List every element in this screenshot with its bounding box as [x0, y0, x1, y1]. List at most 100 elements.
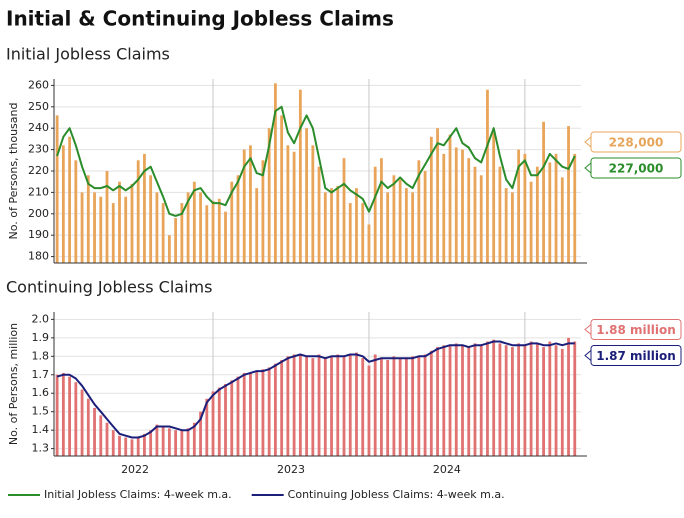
bar — [355, 188, 358, 263]
bar — [342, 158, 346, 263]
bar — [548, 341, 552, 456]
bar — [274, 83, 277, 263]
bar — [261, 160, 265, 263]
bar — [492, 132, 496, 263]
chart-title: Initial & Continuing Jobless Claims — [6, 7, 394, 31]
end-label-pointer — [584, 350, 592, 361]
bar — [467, 347, 471, 456]
end-label-pointer — [584, 324, 592, 335]
bar — [224, 384, 227, 456]
line — [56, 340, 575, 439]
bar — [492, 339, 496, 456]
bar — [392, 175, 396, 263]
bar — [436, 128, 439, 263]
bar — [136, 160, 140, 263]
bar — [280, 115, 284, 263]
bar — [473, 166, 477, 263]
bar — [380, 358, 383, 456]
bar — [86, 398, 90, 456]
bar — [323, 358, 327, 456]
bar — [311, 358, 315, 456]
bar — [361, 203, 365, 263]
bar — [404, 188, 408, 263]
bar — [167, 428, 171, 456]
bar — [454, 147, 458, 263]
bar — [124, 196, 128, 263]
bar — [317, 354, 321, 456]
subtitle: Initial Jobless Claims — [6, 45, 170, 64]
bar — [155, 192, 159, 263]
bar — [417, 160, 421, 263]
bar — [461, 149, 464, 263]
bar — [118, 435, 121, 456]
bar — [398, 179, 402, 263]
bar — [535, 166, 539, 263]
bar — [68, 136, 71, 263]
bar — [192, 422, 196, 456]
bar — [236, 376, 240, 456]
bar — [504, 345, 508, 456]
bar — [80, 192, 84, 263]
y-tick-label: 240 — [28, 121, 49, 134]
end-label-pointer — [584, 136, 592, 148]
line — [56, 105, 576, 217]
bar — [55, 115, 59, 263]
bar — [205, 205, 209, 263]
bar — [367, 365, 371, 456]
bar — [454, 343, 458, 456]
bar — [292, 151, 296, 263]
y-tick-label: 1.8 — [32, 349, 50, 362]
y-tick-label: 1.7 — [32, 368, 50, 381]
bar — [249, 372, 252, 456]
bar — [560, 348, 564, 456]
bar — [230, 380, 234, 456]
bar — [436, 347, 439, 456]
bar — [68, 376, 71, 456]
bar — [211, 200, 215, 263]
bar — [99, 415, 103, 456]
y-axis-label: No. of Persons, thousand — [7, 103, 20, 240]
bar — [174, 430, 178, 456]
bar — [311, 145, 315, 263]
bar — [517, 343, 521, 456]
bar — [367, 224, 371, 263]
bar — [567, 337, 570, 456]
bar — [504, 188, 508, 263]
end-label: 227,000 — [609, 161, 664, 175]
bar — [336, 354, 340, 456]
bar — [317, 166, 321, 263]
bar — [448, 345, 452, 456]
bar — [386, 192, 390, 263]
bar — [498, 166, 502, 263]
bar — [186, 428, 190, 456]
y-tick-label: 220 — [28, 164, 49, 177]
bar — [442, 345, 446, 456]
end-label-box — [590, 318, 682, 340]
bar — [442, 153, 446, 263]
bar — [267, 128, 271, 263]
y-tick-label: 180 — [28, 250, 49, 263]
bar — [467, 158, 471, 263]
bar — [479, 175, 483, 263]
y-tick-label: 1.9 — [32, 331, 50, 344]
bar — [93, 192, 96, 263]
bar — [186, 192, 190, 263]
bar — [355, 352, 358, 456]
bar — [548, 162, 552, 263]
bar — [205, 398, 209, 456]
y-tick-label: 1.6 — [32, 386, 50, 399]
bar — [105, 422, 109, 456]
bar — [498, 343, 502, 456]
bar — [74, 382, 78, 456]
bar — [479, 345, 483, 456]
bar — [217, 198, 221, 263]
x-tick-label: 2023 — [277, 463, 305, 476]
bar — [567, 126, 570, 264]
bar — [573, 341, 577, 456]
bar — [554, 153, 558, 263]
bar — [149, 175, 153, 263]
bar — [180, 430, 184, 456]
x-tick-label: 2022 — [121, 463, 149, 476]
end-label: 1.88 million — [596, 323, 676, 337]
end-label: 1.87 million — [596, 349, 676, 363]
